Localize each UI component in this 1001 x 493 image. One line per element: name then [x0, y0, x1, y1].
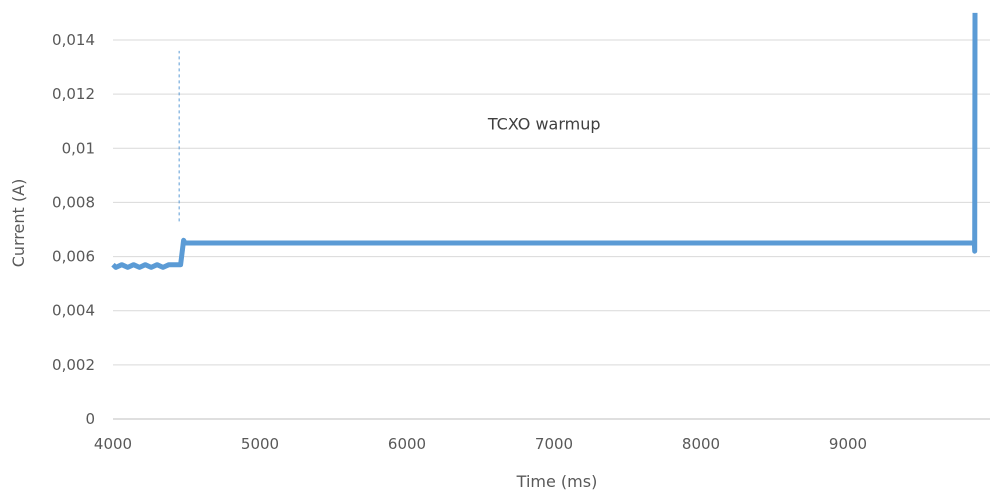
series-line: [111, 12, 978, 270]
y-tick-label: 0,008: [52, 193, 95, 211]
x-axis-ticks: 4000 5000 6000 7000 8000 9000: [94, 435, 867, 453]
y-tick-label: 0,002: [52, 356, 95, 374]
y-tick-label: 0: [85, 410, 95, 428]
y-tick-label: 0,014: [52, 31, 95, 49]
y-tick-label: 0,01: [62, 139, 95, 157]
y-tick-label: 0,004: [52, 302, 95, 320]
y-tick-label: 0,012: [52, 85, 95, 103]
x-axis-title: Time (ms): [516, 472, 598, 491]
x-tick-label: 4000: [94, 435, 132, 453]
y-axis-ticks: 0 0,002 0,004 0,006 0,008 0,01 0,012 0,014: [52, 31, 95, 428]
x-tick-label: 6000: [388, 435, 426, 453]
x-tick-label: 9000: [829, 435, 867, 453]
gridlines: [113, 39, 990, 420]
x-tick-label: 5000: [241, 435, 279, 453]
series-layer: [111, 12, 978, 270]
y-tick-label: 0,006: [52, 248, 95, 266]
x-tick-label: 8000: [682, 435, 720, 453]
y-axis-title: Current (A): [9, 179, 28, 268]
x-tick-label: 7000: [535, 435, 573, 453]
annotation-tcxo-warmup: TCXO warmup: [487, 114, 601, 133]
